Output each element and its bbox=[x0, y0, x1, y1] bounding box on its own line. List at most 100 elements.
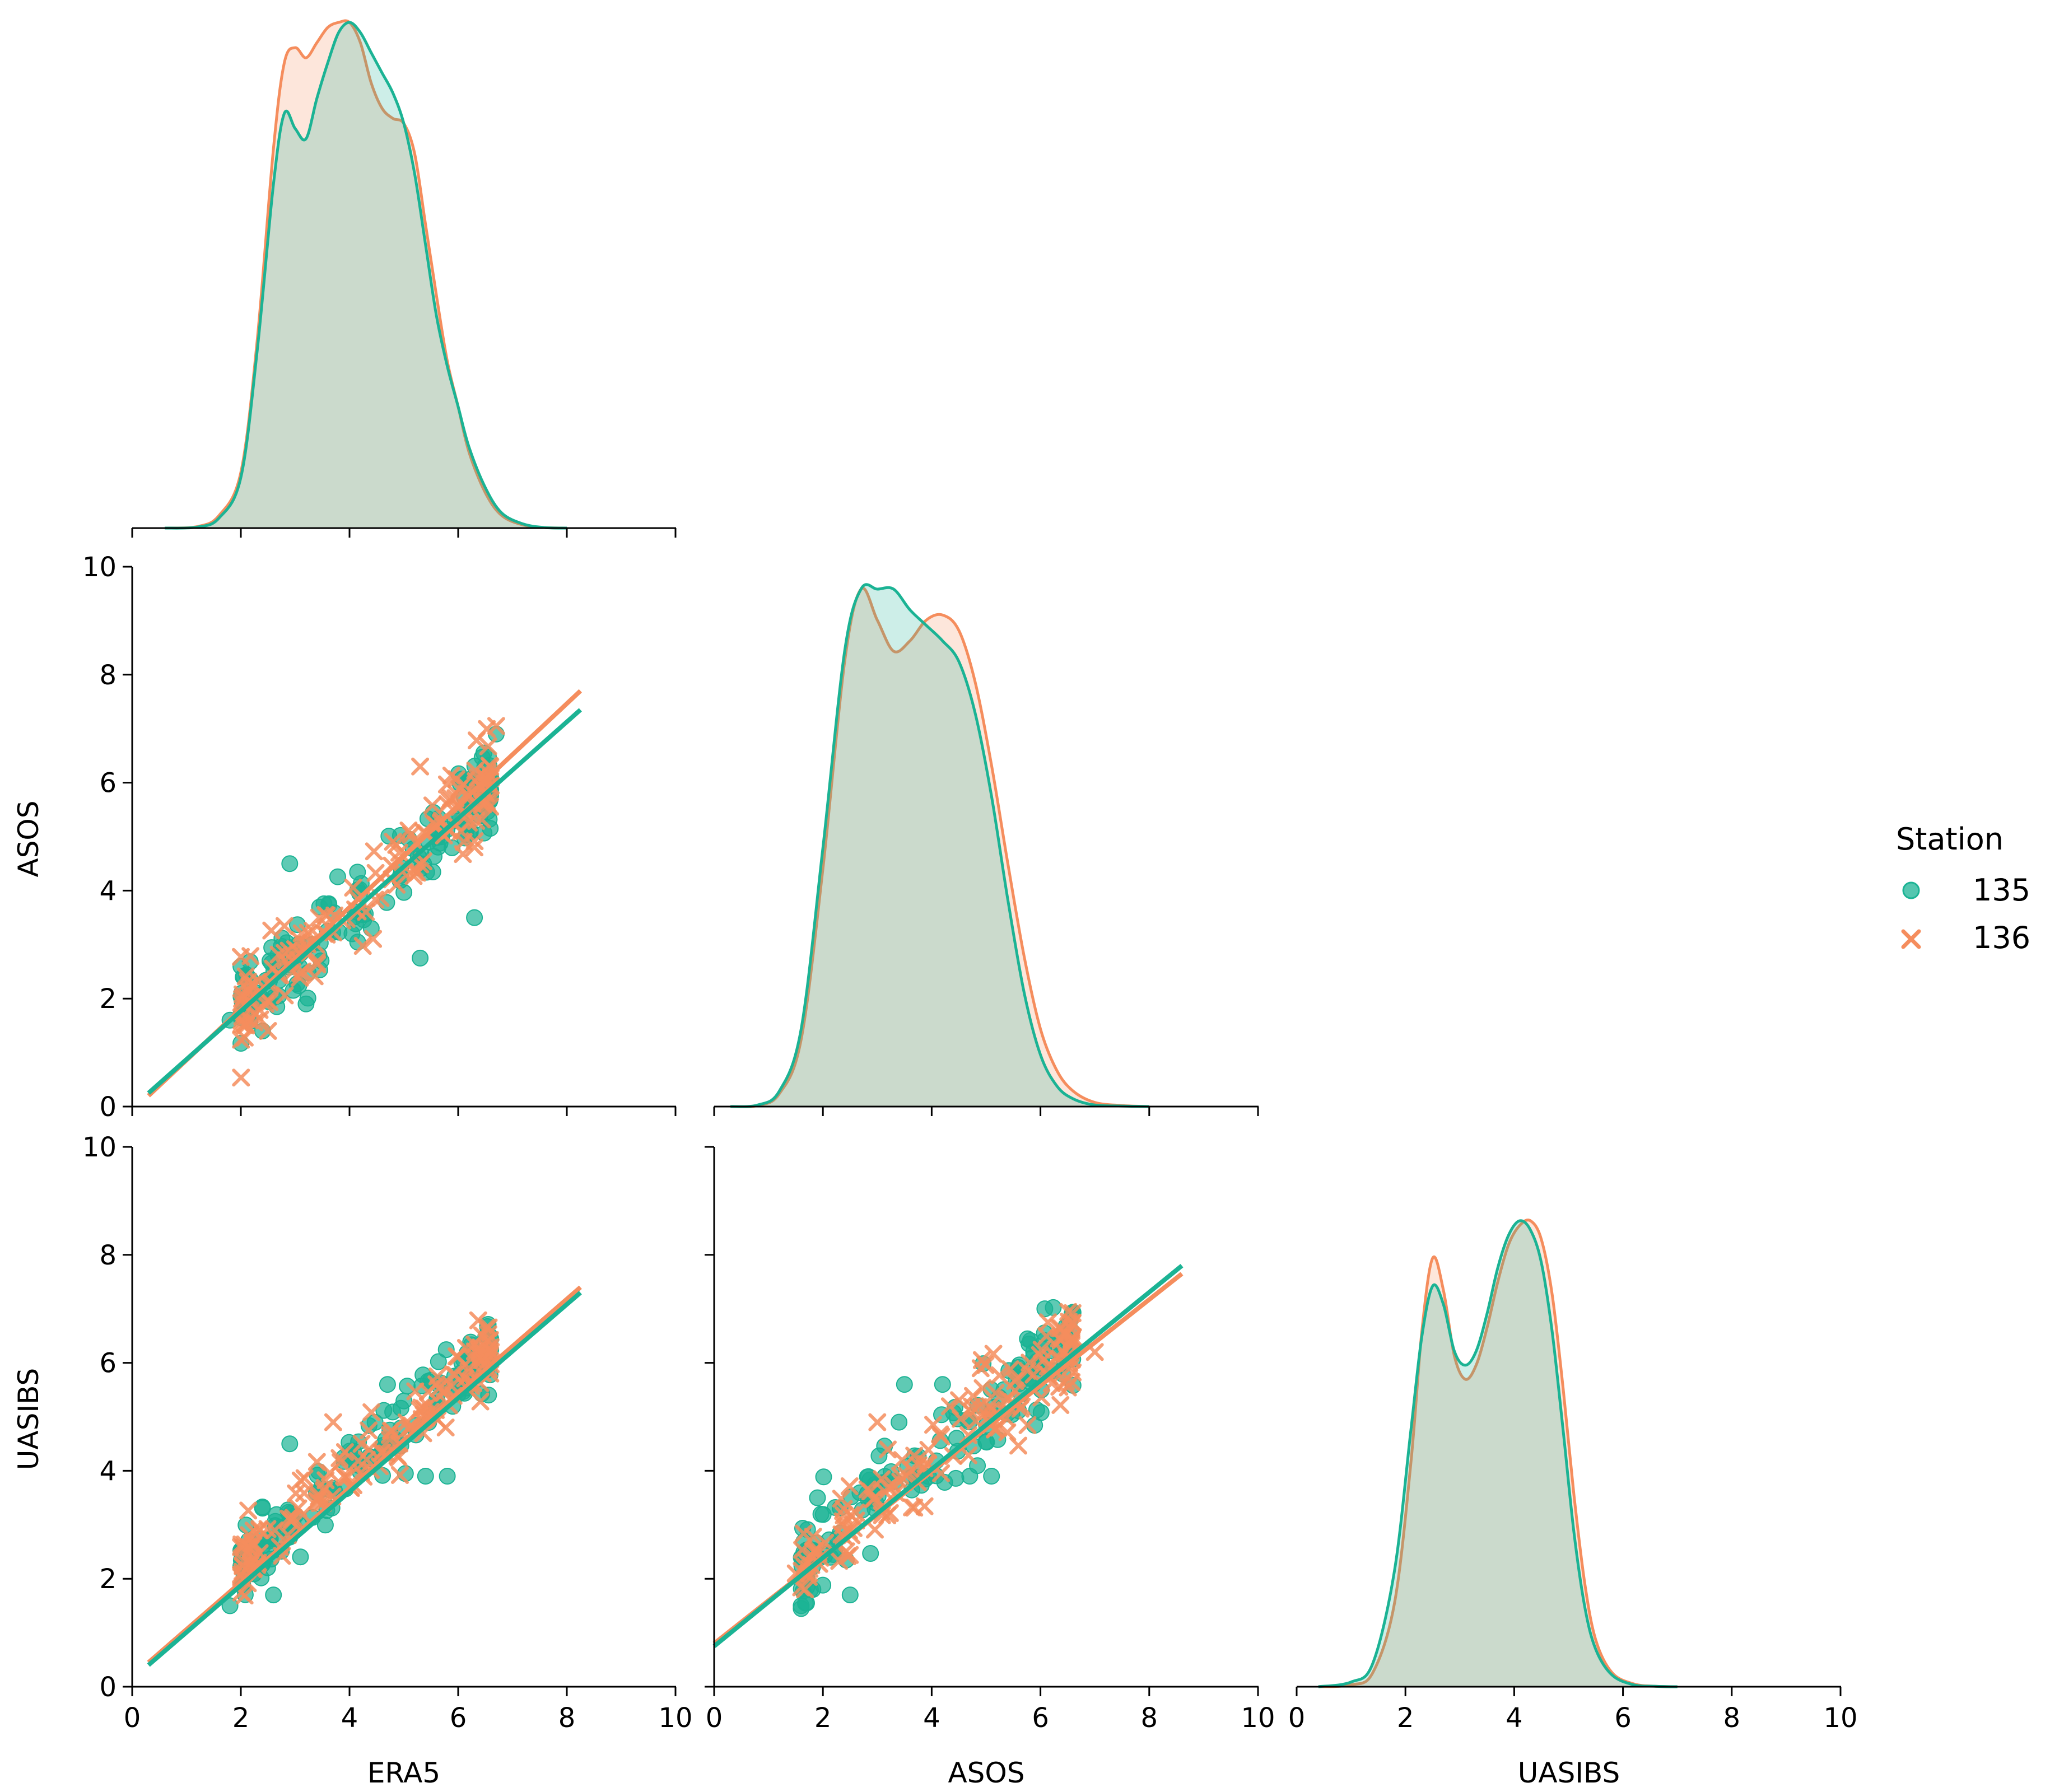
point-136 bbox=[411, 855, 430, 874]
y-tick-label: 10 bbox=[82, 552, 117, 583]
point-136 bbox=[324, 1413, 342, 1431]
y-axis-label-row1: ASOS bbox=[12, 800, 45, 877]
kde-fill-135 bbox=[1318, 1220, 1678, 1687]
point-136 bbox=[393, 862, 412, 881]
x-axis-label-col0: ERA5 bbox=[367, 1757, 440, 1789]
point-136 bbox=[295, 1469, 314, 1487]
point-136 bbox=[364, 930, 383, 948]
kde-line-135 bbox=[730, 583, 1149, 1108]
point-136 bbox=[236, 1028, 254, 1047]
point-136 bbox=[861, 1482, 879, 1501]
point-135 bbox=[297, 995, 315, 1012]
point-136 bbox=[804, 1528, 822, 1546]
point-136 bbox=[406, 1382, 425, 1401]
point-136 bbox=[423, 796, 441, 815]
y-tick-label: 8 bbox=[99, 660, 117, 691]
kde-fill-135 bbox=[730, 584, 1149, 1107]
point-136 bbox=[479, 737, 497, 755]
point-136 bbox=[465, 838, 484, 857]
point-136 bbox=[276, 944, 294, 962]
point-136 bbox=[482, 1343, 500, 1361]
point-136 bbox=[411, 1401, 429, 1419]
y-tick-label: 6 bbox=[99, 1348, 117, 1379]
point-136 bbox=[436, 1418, 455, 1437]
kde-panel-asos bbox=[730, 583, 1149, 1108]
kde-panel-uasibs bbox=[1318, 1219, 1678, 1688]
point-135 bbox=[983, 1468, 1000, 1485]
point-135 bbox=[862, 1545, 879, 1562]
point-136 bbox=[460, 1359, 478, 1378]
point-136 bbox=[984, 1345, 1003, 1363]
scatter-panel-era5-asos bbox=[147, 689, 583, 1098]
legend-marker-136 bbox=[1901, 929, 1921, 949]
point-135 bbox=[292, 1548, 309, 1566]
point-136 bbox=[391, 1466, 409, 1484]
y-tick-label: 0 bbox=[99, 1672, 117, 1703]
point-136 bbox=[440, 822, 459, 840]
point-136 bbox=[240, 977, 259, 995]
x-axis-label-col1: ASOS bbox=[948, 1757, 1024, 1789]
x-tick-label: 6 bbox=[450, 1702, 467, 1734]
point-136 bbox=[1006, 1372, 1024, 1390]
point-135 bbox=[934, 1376, 951, 1393]
scatter-panel-era5-uasibs bbox=[147, 1285, 582, 1667]
point-136 bbox=[471, 1392, 490, 1411]
point-135 bbox=[281, 1435, 299, 1453]
point-136 bbox=[830, 1552, 849, 1570]
kde-line-136 bbox=[730, 586, 1149, 1108]
point-135 bbox=[281, 855, 299, 872]
point-136 bbox=[402, 825, 420, 844]
point-136 bbox=[1032, 1341, 1051, 1359]
point-136 bbox=[435, 1380, 454, 1398]
point-136 bbox=[362, 1403, 381, 1421]
point-136 bbox=[239, 1501, 258, 1520]
point-136 bbox=[794, 1524, 813, 1543]
point-135 bbox=[221, 1597, 239, 1614]
x-tick-label: 2 bbox=[232, 1702, 250, 1734]
axes-layer: 0 2 4 6 8 10 0 2 4 6 8 10 0 2 4 6 8 10 0 2 4 6 8 10 0 2 4 6 8 10 bbox=[82, 527, 1858, 1734]
scatter-panel-asos-uasibs bbox=[712, 1263, 1184, 1648]
point-136 bbox=[430, 1379, 448, 1398]
kde-fill-136 bbox=[730, 588, 1149, 1107]
x-tick-label: 6 bbox=[1614, 1702, 1632, 1734]
point-136 bbox=[365, 842, 383, 861]
point-136 bbox=[232, 1068, 250, 1087]
point-135 bbox=[815, 1468, 832, 1486]
point-136 bbox=[250, 1521, 269, 1539]
point-136 bbox=[344, 879, 362, 897]
point-135 bbox=[809, 1489, 826, 1506]
point-136 bbox=[360, 1421, 378, 1440]
kde-fill-136 bbox=[165, 20, 567, 528]
point-135 bbox=[439, 1468, 456, 1485]
point-136 bbox=[840, 1477, 859, 1495]
kde-line-136 bbox=[1318, 1219, 1678, 1688]
point-136 bbox=[950, 1391, 968, 1410]
point-136 bbox=[469, 1311, 487, 1329]
point-136 bbox=[239, 1538, 258, 1556]
point-136 bbox=[971, 1359, 990, 1378]
point-135 bbox=[841, 1586, 859, 1604]
point-135 bbox=[392, 1399, 409, 1417]
point-136 bbox=[295, 1484, 314, 1502]
point-136 bbox=[380, 1426, 399, 1444]
fit-line-135 bbox=[147, 708, 582, 1095]
kde-panel-era5 bbox=[165, 19, 567, 530]
point-135 bbox=[961, 1468, 979, 1485]
point-136 bbox=[285, 1509, 303, 1527]
y-axis-label-row2: UASIBS bbox=[12, 1368, 45, 1470]
point-136 bbox=[959, 1446, 977, 1464]
x-tick-label: 4 bbox=[923, 1702, 940, 1734]
point-136 bbox=[964, 1387, 982, 1405]
point-136 bbox=[866, 1520, 884, 1539]
point-136 bbox=[316, 906, 334, 924]
point-135 bbox=[896, 1376, 913, 1393]
point-136 bbox=[940, 1397, 959, 1416]
point-136 bbox=[835, 1500, 853, 1518]
point-136 bbox=[481, 797, 500, 816]
point-136 bbox=[903, 1498, 921, 1516]
point-136 bbox=[1063, 1329, 1081, 1348]
point-136 bbox=[1001, 1360, 1019, 1379]
point-135 bbox=[329, 868, 346, 885]
fit-line-135 bbox=[712, 1263, 1184, 1648]
